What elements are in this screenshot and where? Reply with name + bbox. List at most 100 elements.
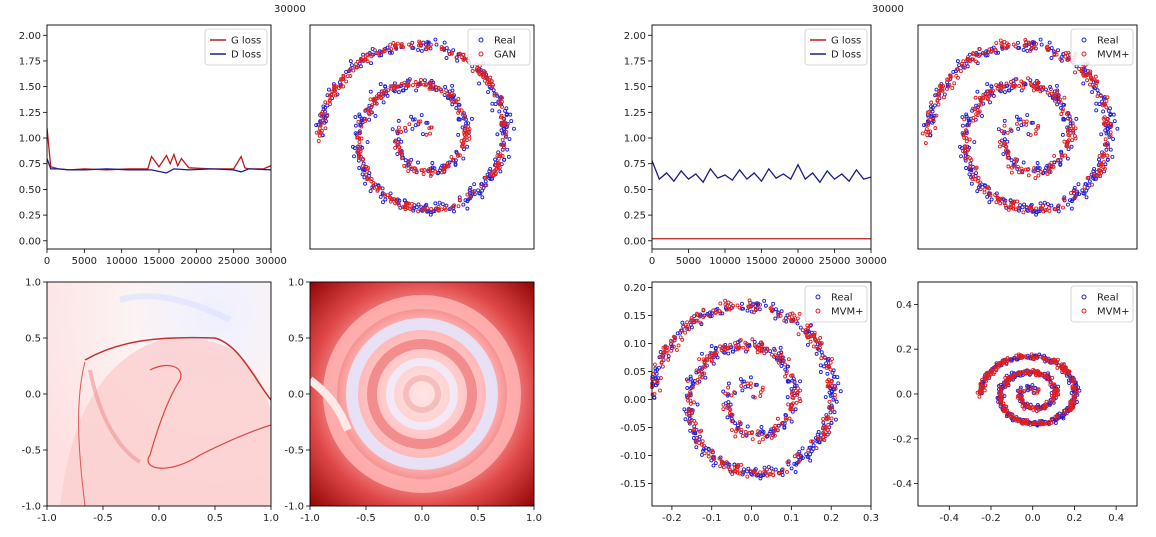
scatter-point-B3-1: [738, 338, 743, 342]
scatter-point-B2-1: [1058, 57, 1063, 62]
scatter-point-A2-1: [318, 123, 323, 128]
scatter-point-B2-0: [1101, 109, 1106, 114]
scatter-point-B2-1: [931, 117, 936, 122]
scatter-point-B2-0: [1069, 199, 1074, 204]
scatter-point-B2-0: [972, 140, 977, 144]
scatter-point-A2-1: [470, 69, 475, 73]
scatter-point-A2-1: [449, 91, 454, 96]
y-tick-label-A1: 1.00: [19, 134, 41, 145]
scatter-point-A2-1: [418, 119, 423, 124]
scatter-point-B3-1: [805, 332, 810, 337]
scatter-point-B3-0: [749, 471, 754, 476]
scatter-point-A2-0: [467, 188, 472, 193]
scatter-point-B3-1: [808, 339, 813, 344]
scatter-point-A2-1: [422, 167, 427, 172]
scatter-point-A2-0: [498, 96, 503, 101]
scatter-point-A2-1: [375, 188, 380, 193]
scatter-point-B2-0: [1115, 126, 1120, 131]
scatter-point-B3-0: [756, 302, 761, 307]
scatter-point-B2-1: [1094, 84, 1098, 89]
scatter-point-B4-1: [1025, 386, 1030, 391]
scatter-point-B3-1: [762, 351, 767, 356]
scatter-point-B2-0: [966, 118, 971, 123]
scatter-point-B3-1: [680, 337, 685, 342]
scatter-point-B2-1: [1008, 127, 1013, 132]
scatter-point-B3-0: [738, 377, 743, 382]
scatter-point-B3-0: [780, 473, 785, 477]
scatter-point-A2-1: [341, 75, 346, 80]
scatter-point-B2-0: [974, 171, 978, 175]
legend-label-A2: Real: [494, 36, 516, 47]
scatter-point-B4-1: [1046, 373, 1051, 378]
y-tick-label-A1: 1.50: [19, 82, 41, 93]
scatter-point-B3-1: [688, 413, 693, 418]
scatter-point-B2-1: [982, 190, 987, 195]
scatter-point-B2-1: [999, 85, 1004, 90]
scatter-point-B3-0: [689, 325, 694, 330]
scatter-point-B3-1: [752, 469, 756, 474]
scatter-point-B2-1: [1090, 182, 1095, 187]
scatter-point-B2-0: [1091, 176, 1096, 180]
y-tick-label-A4: 0.0: [288, 390, 304, 401]
y-tick-label-A4: -0.5: [284, 446, 304, 457]
scatter-point-B3-1: [783, 374, 788, 379]
scatter-point-A2-0: [374, 101, 379, 106]
scatter-point-A2-1: [372, 185, 376, 190]
scatter-point-B2-0: [1104, 131, 1109, 136]
scatter-point-B2-0: [1055, 88, 1060, 93]
scatter-point-B2-1: [1036, 123, 1041, 128]
scatter-point-A2-0: [457, 195, 462, 200]
scatter-point-A2-1: [453, 98, 458, 103]
scatter-point-A2-0: [450, 102, 455, 107]
scatter-point-B2-1: [926, 121, 931, 125]
scatter-point-B3-0: [720, 311, 725, 316]
scatter-point-B2-1: [1004, 81, 1009, 86]
scatter-point-B2-1: [971, 175, 976, 180]
plot-frame-B3: [651, 281, 872, 507]
scatter-point-A2-1: [372, 96, 376, 101]
scatter-point-A2-0: [396, 137, 401, 142]
scatter-point-B4-1: [1006, 413, 1011, 418]
scatter-point-A2-0: [385, 45, 390, 50]
scatter-point-B2-1: [1060, 107, 1065, 112]
legend-box-B1: [804, 28, 868, 66]
legend-label-B1: D loss: [831, 50, 861, 61]
scatter-point-B3-1: [726, 385, 731, 390]
scatter-point-B2-1: [982, 51, 987, 56]
scatter-point-B4-0: [1009, 358, 1014, 363]
scatter-point-B3-0: [694, 445, 699, 450]
scatter-point-B3-1: [786, 402, 791, 407]
scatter-point-B4-1: [1068, 408, 1073, 413]
scatter-point-B2-1: [1073, 134, 1077, 139]
scatter-point-B2-0: [988, 100, 992, 105]
scatter-point-B2-0: [966, 116, 971, 121]
scatter-point-B2-1: [1006, 150, 1011, 155]
scatter-point-B2-1: [1104, 98, 1109, 103]
scatter-point-A2-1: [497, 102, 502, 107]
scatter-point-A2-0: [477, 191, 482, 196]
scatter-point-B3-0: [829, 420, 834, 425]
scatter-point-A2-0: [390, 127, 395, 132]
scatter-point-B3-1: [655, 379, 660, 384]
scatter-point-B3-1: [662, 350, 667, 355]
scatter-point-A2-1: [419, 77, 423, 82]
scatter-point-A2-1: [409, 201, 414, 206]
scatter-point-A2-1: [459, 144, 464, 149]
scatter-point-B2-1: [1015, 121, 1019, 126]
scatter-point-B2-0: [989, 84, 994, 89]
scatter-point-B2-1: [994, 41, 999, 45]
scatter-point-A2-1: [460, 112, 465, 117]
scatter-point-B4-1: [1070, 399, 1075, 404]
legend-label-B2: MVM+: [1097, 50, 1129, 61]
scatter-point-B3-0: [731, 349, 735, 354]
scatter-point-B2-1: [926, 114, 931, 119]
scatter-point-B3-1: [814, 446, 819, 451]
scatter-point-B3-1: [747, 305, 752, 310]
legend-label-B2: Real: [1097, 36, 1119, 47]
scatter-point-B2-1: [950, 85, 955, 90]
scatter-point-B2-0: [1005, 139, 1010, 144]
scatter-point-B2-1: [1021, 85, 1026, 90]
scatter-point-A2-0: [414, 88, 419, 93]
scatter-point-A2-1: [365, 176, 370, 181]
scatter-point-B2-1: [999, 129, 1004, 134]
